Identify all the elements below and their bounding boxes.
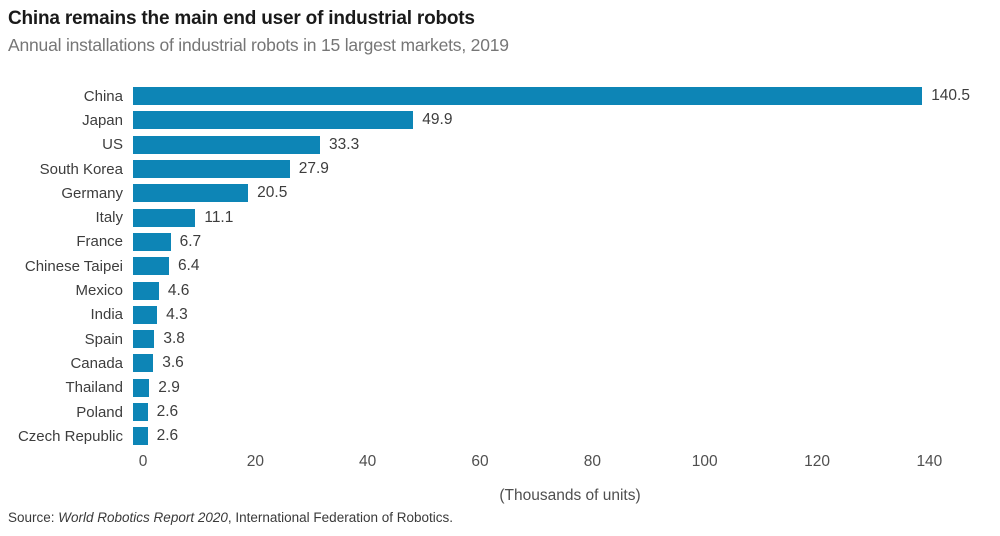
bar [133, 87, 923, 106]
category-label: France [76, 233, 123, 251]
source-title: World Robotics Report 2020 [58, 510, 228, 525]
bar [133, 160, 290, 179]
bar [133, 208, 196, 227]
bar [133, 354, 154, 373]
category-label: Poland [76, 403, 123, 421]
bar [133, 135, 321, 154]
x-tick: 0 [138, 453, 148, 470]
x-axis: 0 20 40 60 80 100 120 140 [0, 453, 1000, 473]
bar-chart: China 140.5 Japan 49.9 US 33.3 South Korea 27.9… [0, 84, 1000, 448]
bar-row: South Korea 27.9 [0, 157, 1000, 181]
value-label: 6.4 [177, 257, 200, 275]
bar-row: Mexico 4.6 [0, 278, 1000, 302]
bar-row: France 6.7 [0, 230, 1000, 254]
bar [133, 305, 158, 324]
bar-row: Chinese Taipei 6.4 [0, 254, 1000, 278]
bar [133, 427, 148, 446]
category-label: Thailand [65, 379, 123, 397]
category-label: Czech Republic [17, 427, 123, 445]
bar-row: Thailand 2.9 [0, 376, 1000, 400]
x-tick: 60 [471, 453, 489, 470]
value-label: 2.6 [156, 403, 179, 420]
value-label: 3.6 [162, 354, 184, 372]
x-tick: 20 [246, 453, 264, 470]
category-label: Italy [95, 209, 123, 227]
bar-row: Germany 20.5 [0, 181, 1000, 205]
bar-row: Czech Republic 2.6 [0, 424, 1000, 448]
category-label: Spain [84, 330, 123, 348]
category-label: Germany [61, 184, 123, 202]
x-axis-label: (Thousands of units) [499, 487, 641, 504]
value-label: 2.9 [158, 378, 180, 396]
category-label: US [102, 136, 123, 154]
value-label: 3.8 [163, 330, 185, 348]
x-tick: 80 [583, 453, 601, 470]
category-label: India [90, 306, 123, 324]
source-prefix: Source: [8, 510, 59, 525]
category-label: Mexico [75, 282, 123, 300]
chart-subtitle: Annual installations of industrial robot… [8, 35, 509, 55]
bar [133, 232, 171, 251]
value-label: 2.6 [156, 427, 179, 445]
chart-title: China remains the main end user of indus… [8, 8, 475, 29]
bar [133, 378, 150, 397]
bar [133, 111, 414, 130]
bar-row: Canada 3.6 [0, 351, 1000, 375]
value-label: 27.9 [298, 160, 329, 178]
category-label: Japan [82, 111, 123, 129]
source-note: Source: World Robotics Report 2020, Inte… [8, 510, 453, 525]
bar-row: Italy 11.1 [0, 205, 1000, 229]
x-tick: 140 [916, 453, 943, 470]
bar-row: Japan 49.9 [0, 108, 1000, 132]
value-label: 4.3 [166, 305, 188, 323]
value-label: 4.6 [167, 281, 190, 299]
bar [133, 330, 155, 349]
bar-row: Poland 2.6 [0, 400, 1000, 424]
bar [133, 403, 148, 421]
bar [133, 184, 249, 203]
bar [133, 281, 159, 300]
category-label: Chinese Taipei [24, 257, 123, 275]
category-label: Canada [70, 354, 123, 372]
x-tick: 40 [359, 453, 377, 470]
value-label: 20.5 [257, 184, 288, 202]
category-label: South Korea [39, 160, 123, 178]
bar [133, 257, 169, 276]
bar-row: China 140.5 [0, 84, 1000, 108]
value-label: 11.1 [204, 208, 234, 226]
value-label: 49.9 [422, 111, 453, 129]
bar-row: India 4.3 [0, 303, 1000, 327]
x-tick: 100 [691, 453, 718, 470]
bar-row: Spain 3.8 [0, 327, 1000, 351]
category-label: China [83, 87, 123, 105]
value-label: 6.7 [179, 232, 202, 250]
source-suffix: , International Federation of Robotics. [227, 510, 454, 525]
bar-row: US 33.3 [0, 133, 1000, 157]
x-tick: 120 [804, 453, 830, 470]
value-label: 140.5 [931, 87, 970, 105]
value-label: 33.3 [329, 135, 360, 153]
